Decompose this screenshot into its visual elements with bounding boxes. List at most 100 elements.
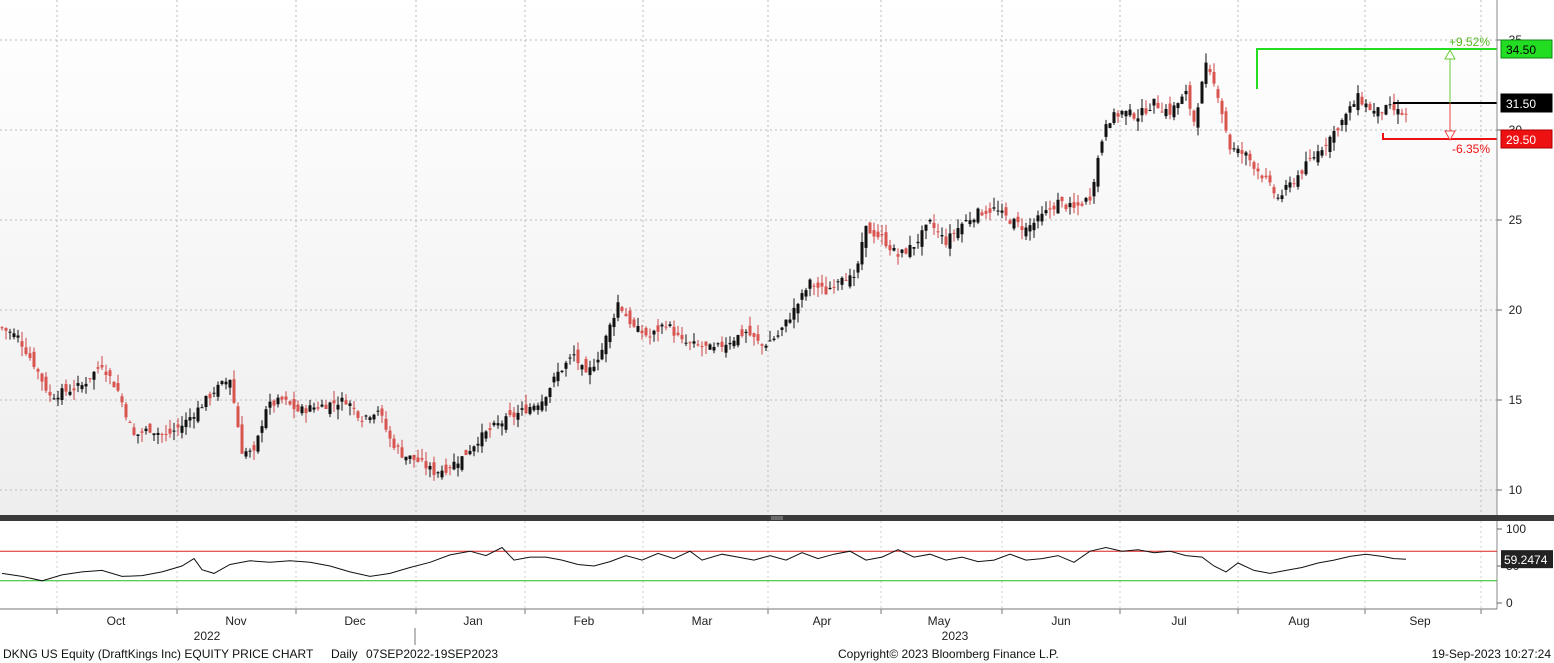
candle-body <box>676 332 680 336</box>
candle-body <box>492 422 496 426</box>
candle-body <box>1348 106 1352 113</box>
candle-body <box>1276 197 1280 199</box>
upper-level-tag-box <box>1500 39 1553 59</box>
candle-body <box>1340 120 1344 126</box>
candle-body <box>520 408 524 410</box>
candle-body <box>864 225 868 248</box>
candle-body <box>1060 196 1064 202</box>
rsi-value-tag-box <box>1501 550 1553 569</box>
candle-body <box>444 464 448 473</box>
candle-body <box>1404 113 1408 115</box>
candle-body <box>968 220 972 225</box>
candle-body <box>352 407 356 409</box>
candle-body <box>972 219 976 223</box>
upside-percent-label: +9.52% <box>1449 35 1490 49</box>
candle-body <box>396 445 400 447</box>
candle-body <box>1120 111 1124 115</box>
candle-body <box>1200 81 1204 104</box>
candle-body <box>728 342 732 345</box>
candle-body <box>1016 216 1020 223</box>
price-tick-label: 15 <box>1509 393 1523 407</box>
candle-body <box>380 408 384 416</box>
candle-body <box>840 277 844 285</box>
candle-body <box>1056 199 1060 214</box>
year-label: 2023 <box>942 629 969 643</box>
candle-body <box>340 397 344 402</box>
timestamp: 19-Sep-2023 10:27:24 <box>1432 647 1552 661</box>
candle-body <box>752 333 756 337</box>
candle-body <box>708 344 712 350</box>
candle-body <box>120 396 124 403</box>
candle-body <box>184 419 188 428</box>
candle-body <box>564 362 568 369</box>
candle-body <box>904 248 908 254</box>
candle-body <box>860 241 864 265</box>
candle-body <box>852 276 856 278</box>
candle-body <box>136 434 140 436</box>
candle-body <box>144 428 148 432</box>
candle-body <box>964 220 968 222</box>
candle-body <box>692 341 696 344</box>
candle-body <box>552 376 556 383</box>
candle-body <box>776 335 780 337</box>
candle-body <box>276 397 280 405</box>
candle-body <box>1052 205 1056 210</box>
candle-body <box>356 411 360 418</box>
rsi-panel-background <box>0 521 1497 609</box>
candle-body <box>248 450 252 452</box>
candle-body <box>264 409 268 428</box>
candle-body <box>1000 210 1004 213</box>
candle-body <box>1108 123 1112 128</box>
frequency-label: Daily <box>331 647 358 661</box>
candle-body <box>1192 110 1196 122</box>
candle-body <box>292 399 296 410</box>
candle-body <box>336 404 340 410</box>
candle-body <box>480 432 484 447</box>
candle-body <box>816 282 820 288</box>
candle-body <box>1184 90 1188 95</box>
rsi-value-tag: 59.2474 <box>1504 553 1548 567</box>
candle-body <box>1392 103 1396 111</box>
panel-divider[interactable] <box>0 515 1554 521</box>
candle-body <box>856 263 860 273</box>
candle-body <box>736 335 740 346</box>
candle-body <box>936 231 940 233</box>
candle-body <box>952 232 956 234</box>
candle-body <box>76 383 80 386</box>
candle-body <box>1084 197 1088 202</box>
candle-body <box>772 338 776 340</box>
candle-body <box>996 210 1000 212</box>
candle-body <box>460 456 464 470</box>
candle-body <box>1024 227 1028 237</box>
candle-body <box>536 405 540 410</box>
candle-body <box>0 327 4 329</box>
candle-body <box>408 455 412 459</box>
candle-body <box>128 422 132 424</box>
candle-body <box>1316 151 1320 163</box>
candle-body <box>1388 104 1392 106</box>
candle-body <box>1088 196 1092 201</box>
candle-body <box>148 423 152 433</box>
candle-body <box>1300 170 1304 174</box>
candle-body <box>624 313 628 317</box>
candle-body <box>724 344 728 353</box>
candle-body <box>1376 107 1380 117</box>
price-tick-label: 10 <box>1509 483 1523 497</box>
candle-body <box>1320 150 1324 156</box>
month-label: Aug <box>1288 614 1309 628</box>
rsi-tick-label: 100 <box>1506 522 1526 536</box>
candle-body <box>1028 225 1032 232</box>
candle-body <box>632 319 636 327</box>
candle-body <box>280 396 284 400</box>
candle-body <box>1248 153 1252 161</box>
candle-body <box>1020 226 1024 231</box>
candle-body <box>1164 109 1168 117</box>
candle-body <box>748 325 752 336</box>
candle-body <box>1100 141 1104 153</box>
candle-body <box>260 426 264 433</box>
candle-body <box>108 370 112 377</box>
candle-body <box>80 385 84 390</box>
rsi-indicator: 10050059.2474 <box>0 522 1553 610</box>
candle-body <box>228 379 232 388</box>
divider-grip-icon[interactable] <box>771 516 783 520</box>
